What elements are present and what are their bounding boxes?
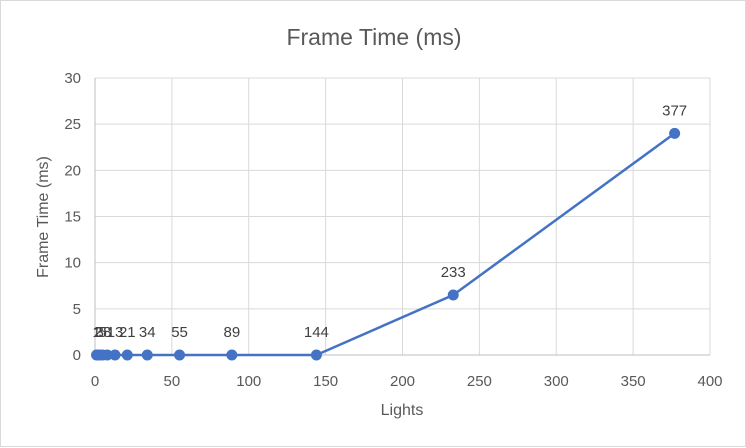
x-tick-label: 350 bbox=[621, 373, 646, 390]
data-point bbox=[669, 127, 681, 139]
data-label: 5 bbox=[99, 324, 107, 341]
series-line bbox=[96, 132, 676, 357]
data-label: 34 bbox=[139, 324, 156, 341]
x-tick-label: 50 bbox=[164, 373, 181, 390]
data-label: 89 bbox=[223, 324, 240, 341]
data-point bbox=[310, 349, 322, 361]
y-tick-labels: 0 5 10 15 20 25 30 bbox=[64, 70, 81, 364]
data-label: 233 bbox=[441, 264, 466, 281]
y-tick-label: 10 bbox=[64, 255, 81, 272]
data-label: 8 bbox=[103, 324, 111, 341]
grid-lines bbox=[95, 77, 711, 355]
series-frame-time bbox=[91, 127, 681, 361]
y-tick-label: 30 bbox=[64, 70, 81, 87]
x-tick-label: 250 bbox=[467, 373, 492, 390]
data-label: 144 bbox=[304, 324, 329, 341]
y-tick-label: 25 bbox=[64, 116, 81, 133]
data-point bbox=[121, 349, 133, 361]
x-tick-label: 0 bbox=[91, 373, 99, 390]
data-label: 13 bbox=[107, 324, 124, 341]
x-tick-label: 300 bbox=[544, 373, 569, 390]
x-tick-label: 100 bbox=[236, 373, 261, 390]
data-label: 2 bbox=[94, 324, 102, 341]
x-tick-label: 400 bbox=[697, 373, 722, 390]
y-tick-label: 5 bbox=[73, 301, 81, 318]
x-tick-labels: 0 50 100 150 200 250 300 350 400 bbox=[91, 373, 723, 390]
data-label: 55 bbox=[171, 324, 188, 341]
data-point bbox=[109, 349, 121, 361]
data-label: 21 bbox=[119, 324, 136, 341]
y-axis-title: Frame Time (ms) bbox=[35, 156, 52, 278]
data-label: 3 bbox=[95, 324, 103, 341]
y-tick-label: 0 bbox=[73, 347, 81, 364]
x-tick-label: 150 bbox=[313, 373, 338, 390]
data-point bbox=[174, 349, 186, 361]
chart-title: Frame Time (ms) bbox=[286, 24, 461, 50]
data-label: 1 bbox=[92, 324, 100, 341]
data-label: 377 bbox=[662, 102, 687, 119]
x-axis-title: Lights bbox=[381, 402, 424, 419]
data-point bbox=[447, 289, 459, 301]
y-tick-label: 20 bbox=[64, 162, 81, 179]
data-point bbox=[141, 349, 153, 361]
data-point bbox=[226, 349, 238, 361]
y-tick-label: 15 bbox=[64, 209, 81, 226]
x-tick-label: 200 bbox=[390, 373, 415, 390]
